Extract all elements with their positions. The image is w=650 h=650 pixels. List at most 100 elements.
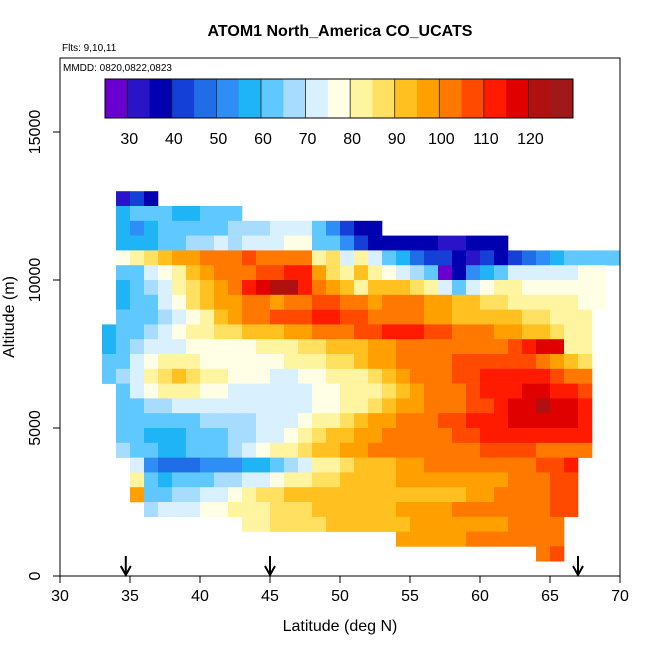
heatmap-cell (452, 250, 467, 266)
heatmap-cell (480, 398, 495, 414)
heatmap-cell (256, 428, 271, 444)
heatmap-cell (130, 442, 145, 458)
heatmap-cell (424, 383, 439, 399)
heatmap-cell (340, 516, 355, 532)
heatmap-cell (382, 428, 397, 444)
heatmap-cell (284, 265, 299, 281)
heatmap-cell (480, 368, 495, 384)
colorbar-segment (171, 79, 195, 118)
heatmap-cell (508, 309, 523, 325)
heatmap-cell (550, 398, 565, 414)
heatmap-cell (130, 206, 145, 222)
heatmap-cell (368, 413, 383, 429)
heatmap-cell (144, 442, 159, 458)
heatmap-cell (382, 442, 397, 458)
heatmap-cell (312, 265, 327, 281)
heatmap-cell (340, 265, 355, 281)
heatmap-cell (144, 324, 159, 340)
heatmap-cell (494, 280, 509, 296)
heatmap-cell (270, 309, 285, 325)
heatmap-cell (368, 383, 383, 399)
heatmap-cell (508, 398, 523, 414)
heatmap-cell (130, 368, 145, 384)
heatmap-cell (382, 368, 397, 384)
heatmap-cells (102, 191, 621, 562)
heatmap-cell (396, 398, 411, 414)
heatmap-cell (228, 309, 243, 325)
heatmap-cell (354, 250, 369, 266)
heatmap-cell (284, 472, 299, 488)
heatmap-cell (312, 339, 327, 355)
heatmap-cell (550, 472, 565, 488)
colorbar-label: 80 (343, 131, 361, 148)
heatmap-cell (158, 457, 173, 473)
heatmap-cell (186, 368, 201, 384)
heatmap-cell (466, 250, 481, 266)
heatmap-cell (340, 398, 355, 414)
heatmap-cell (354, 339, 369, 355)
heatmap-cell (550, 546, 565, 562)
heatmap-cell (116, 428, 131, 444)
heatmap-cell (438, 457, 453, 473)
heatmap-cell (438, 413, 453, 429)
heatmap-cell (452, 516, 467, 532)
heatmap-cell (102, 339, 117, 355)
heatmap-cell (354, 472, 369, 488)
heatmap-cell (550, 457, 565, 473)
heatmap-cell (508, 457, 523, 473)
heatmap-cell (354, 220, 369, 236)
heatmap-cell (382, 324, 397, 340)
heatmap-cell (326, 516, 341, 532)
heatmap-cell (354, 383, 369, 399)
heatmap-cell (382, 398, 397, 414)
heatmap-cell (564, 428, 579, 444)
heatmap-cell (186, 487, 201, 503)
heatmap-cell (396, 442, 411, 458)
heatmap-cell (284, 516, 299, 532)
heatmap-cell (116, 280, 131, 296)
y-tick-label: 10000 (27, 258, 44, 303)
heatmap-cell (200, 398, 215, 414)
heatmap-cell (144, 309, 159, 325)
heatmap-cell (256, 220, 271, 236)
heatmap-cell (214, 339, 229, 355)
heatmap-cell (550, 368, 565, 384)
heatmap-cell (284, 250, 299, 266)
heatmap-cell (508, 516, 523, 532)
heatmap-cell (410, 250, 425, 266)
heatmap-cell (214, 413, 229, 429)
heatmap-cell (466, 502, 481, 518)
colorbar-label: 90 (388, 131, 406, 148)
heatmap-cell (242, 324, 257, 340)
heatmap-cell (522, 531, 537, 547)
heatmap-cell (368, 324, 383, 340)
heatmap-cell (522, 280, 537, 296)
heatmap-cell (158, 220, 173, 236)
heatmap-cell (522, 428, 537, 444)
heatmap-cell (116, 383, 131, 399)
heatmap-cell (298, 324, 313, 340)
heatmap-cell (536, 457, 551, 473)
heatmap-cell (158, 502, 173, 518)
heatmap-cell (270, 472, 285, 488)
heatmap-cell (466, 472, 481, 488)
heatmap-cell (186, 457, 201, 473)
heatmap-cell (494, 457, 509, 473)
heatmap-cell (522, 368, 537, 384)
heatmap-cell (214, 442, 229, 458)
heatmap-cell (564, 457, 579, 473)
heatmap-cell (508, 339, 523, 355)
heatmap-cell (522, 457, 537, 473)
heatmap-cell (550, 413, 565, 429)
heatmap-cell (536, 368, 551, 384)
heatmap-cell (228, 442, 243, 458)
heatmap-cell (228, 235, 243, 251)
heatmap-cell (550, 265, 565, 281)
heatmap-cell (452, 294, 467, 310)
heatmap-cell (228, 457, 243, 473)
heatmap-cell (354, 280, 369, 296)
heatmap-cell (480, 265, 495, 281)
colorbar-label: 60 (254, 131, 272, 148)
colorbar-label: 30 (120, 131, 138, 148)
heatmap-cell (172, 487, 187, 503)
